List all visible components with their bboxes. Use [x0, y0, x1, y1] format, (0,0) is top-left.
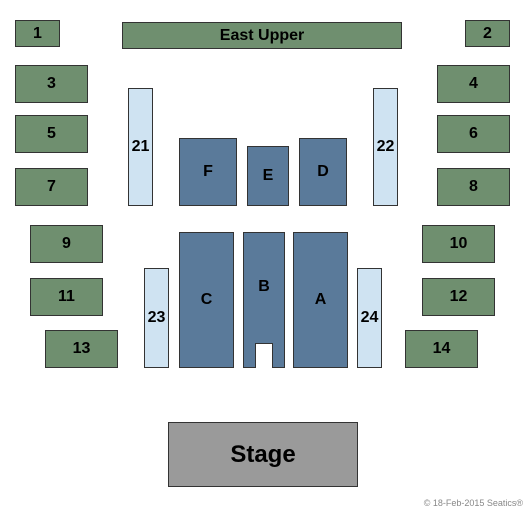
- seating-chart: East Upper 1 3 5 7 9 11 13 2 4 6 8 10 12…: [0, 0, 525, 525]
- section-11: 11: [30, 278, 103, 316]
- section-f: F: [179, 138, 237, 206]
- section-c: C: [179, 232, 234, 368]
- section-13: 13: [45, 330, 118, 368]
- section-24: 24: [357, 268, 382, 368]
- stage: Stage: [168, 422, 358, 487]
- section-1: 1: [15, 20, 60, 47]
- section-2: 2: [465, 20, 510, 47]
- section-10: 10: [422, 225, 495, 263]
- section-12: 12: [422, 278, 495, 316]
- section-23: 23: [144, 268, 169, 368]
- section-22: 22: [373, 88, 398, 206]
- section-6: 6: [437, 115, 510, 153]
- section-7: 7: [15, 168, 88, 206]
- section-9: 9: [30, 225, 103, 263]
- section-4: 4: [437, 65, 510, 103]
- section-5: 5: [15, 115, 88, 153]
- section-a: A: [293, 232, 348, 368]
- east-upper-section: East Upper: [122, 22, 402, 49]
- section-8: 8: [437, 168, 510, 206]
- copyright: © 18-Feb-2015 Seatics®: [395, 498, 523, 508]
- section-14: 14: [405, 330, 478, 368]
- section-b-notch: [255, 343, 273, 368]
- section-21: 21: [128, 88, 153, 206]
- section-d: D: [299, 138, 347, 206]
- section-3: 3: [15, 65, 88, 103]
- section-e: E: [247, 146, 289, 206]
